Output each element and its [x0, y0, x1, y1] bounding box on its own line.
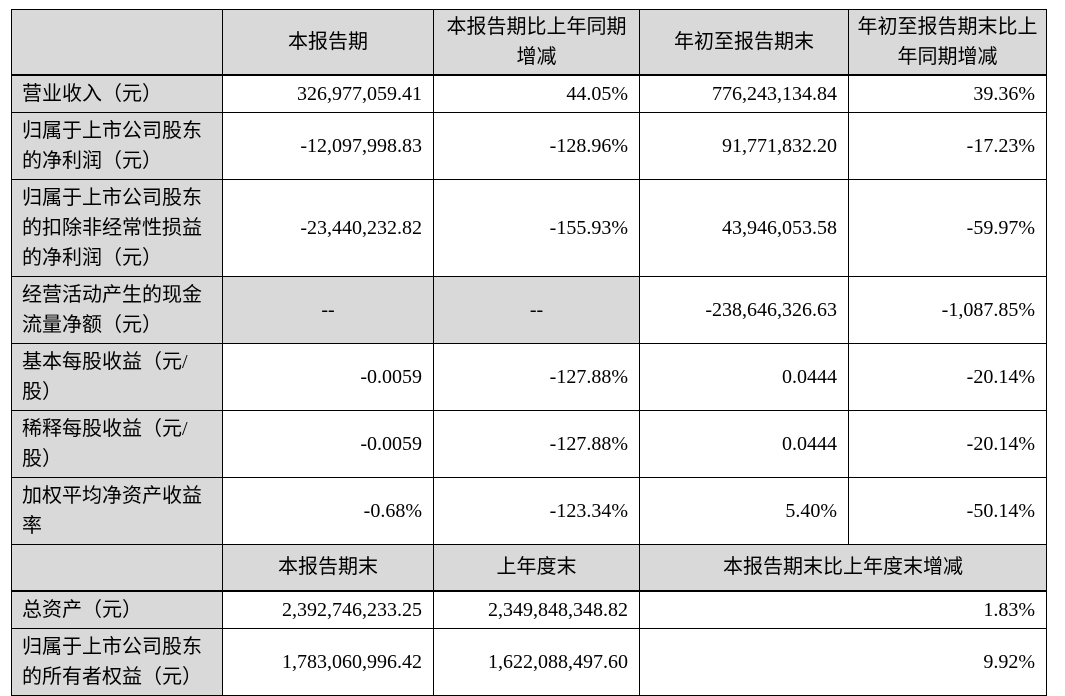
value-cell: 5.40%	[639, 477, 849, 545]
row-label: 营业收入（元）	[11, 74, 223, 113]
row-operating-cash-flow: 经营活动产生的现金流量净额（元） -- -- -238,646,326.63 -…	[11, 276, 1047, 344]
value-cell: 2,392,746,233.25	[222, 590, 434, 629]
row-net-profit-attributable: 归属于上市公司股东的净利润（元） -12,097,998.83 -128.96%…	[11, 112, 1047, 180]
value-cell: 39.36%	[848, 74, 1047, 113]
header-current-period: 本报告期	[222, 9, 434, 76]
value-cell: -238,646,326.63	[639, 276, 849, 344]
value-cell-na: --	[433, 276, 640, 344]
header-year-to-date: 年初至报告期末	[639, 9, 849, 76]
value-cell: -20.14%	[848, 343, 1047, 411]
header-end-of-period: 本报告期末	[222, 544, 434, 592]
value-cell: 1,783,060,996.42	[222, 627, 434, 696]
value-cell: 1,622,088,497.60	[433, 627, 640, 696]
row-total-assets: 总资产（元） 2,392,746,233.25 2,349,848,348.82…	[11, 590, 1047, 629]
row-net-profit-excl-nonrecurring: 归属于上市公司股东的扣除非经常性损益的净利润（元） -23,440,232.82…	[11, 179, 1047, 277]
value-cell: -20.14%	[848, 410, 1047, 478]
value-cell: -0.0059	[222, 410, 434, 478]
value-cell: 2,349,848,348.82	[433, 590, 640, 629]
header-current-period-yoy-change: 本报告期比上年同期增减	[433, 9, 640, 76]
value-cell: -155.93%	[433, 179, 640, 277]
row-label: 总资产（元）	[11, 590, 223, 629]
value-cell: 1.83%	[639, 590, 1047, 629]
value-cell: -0.0059	[222, 343, 434, 411]
value-cell: -127.88%	[433, 343, 640, 411]
row-equity-attributable: 归属于上市公司股东的所有者权益（元） 1,783,060,996.42 1,62…	[11, 627, 1047, 696]
value-cell: -17.23%	[848, 112, 1047, 180]
value-cell: -0.68%	[222, 477, 434, 545]
header-end-of-prior-year: 上年度末	[433, 544, 640, 592]
value-cell: -12,097,998.83	[222, 112, 434, 180]
corner-empty-cell	[11, 9, 223, 76]
section2-header-row: 本报告期末 上年度末 本报告期末比上年度末增减	[11, 544, 1047, 592]
financial-summary-table: 本报告期 本报告期比上年同期增减 年初至报告期末 年初至报告期末比上年同期增减 …	[11, 9, 1047, 696]
header-year-to-date-yoy-change: 年初至报告期末比上年同期增减	[848, 9, 1047, 76]
row-label: 基本每股收益（元/股）	[11, 343, 223, 411]
row-diluted-eps: 稀释每股收益（元/股） -0.0059 -127.88% 0.0444 -20.…	[11, 410, 1047, 478]
value-cell: 0.0444	[639, 343, 849, 411]
value-cell: 44.05%	[433, 74, 640, 113]
value-cell: -123.34%	[433, 477, 640, 545]
row-basic-eps: 基本每股收益（元/股） -0.0059 -127.88% 0.0444 -20.…	[11, 343, 1047, 411]
row-label: 归属于上市公司股东的净利润（元）	[11, 112, 223, 180]
value-cell: 43,946,053.58	[639, 179, 849, 277]
value-cell: 91,771,832.20	[639, 112, 849, 180]
document-page: 本报告期 本报告期比上年同期增减 年初至报告期末 年初至报告期末比上年同期增减 …	[11, 9, 1047, 696]
value-cell: 9.92%	[639, 627, 1047, 696]
value-cell: 326,977,059.41	[222, 74, 434, 113]
row-label: 归属于上市公司股东的所有者权益（元）	[11, 627, 223, 696]
value-cell: -127.88%	[433, 410, 640, 478]
value-cell-na: --	[222, 276, 434, 344]
header-end-of-period-change: 本报告期末比上年度末增减	[639, 544, 1047, 592]
row-label: 加权平均净资产收益率	[11, 477, 223, 545]
value-cell: -23,440,232.82	[222, 179, 434, 277]
corner-empty-cell	[11, 544, 223, 592]
section1-header-row: 本报告期 本报告期比上年同期增减 年初至报告期末 年初至报告期末比上年同期增减	[11, 9, 1047, 76]
row-weighted-avg-roe: 加权平均净资产收益率 -0.68% -123.34% 5.40% -50.14%	[11, 477, 1047, 545]
value-cell: 0.0444	[639, 410, 849, 478]
value-cell: -50.14%	[848, 477, 1047, 545]
row-operating-revenue: 营业收入（元） 326,977,059.41 44.05% 776,243,13…	[11, 74, 1047, 113]
value-cell: -128.96%	[433, 112, 640, 180]
value-cell: 776,243,134.84	[639, 74, 849, 113]
value-cell: -59.97%	[848, 179, 1047, 277]
row-label: 归属于上市公司股东的扣除非经常性损益的净利润（元）	[11, 179, 223, 277]
row-label: 稀释每股收益（元/股）	[11, 410, 223, 478]
row-label: 经营活动产生的现金流量净额（元）	[11, 276, 223, 344]
value-cell: -1,087.85%	[848, 276, 1047, 344]
